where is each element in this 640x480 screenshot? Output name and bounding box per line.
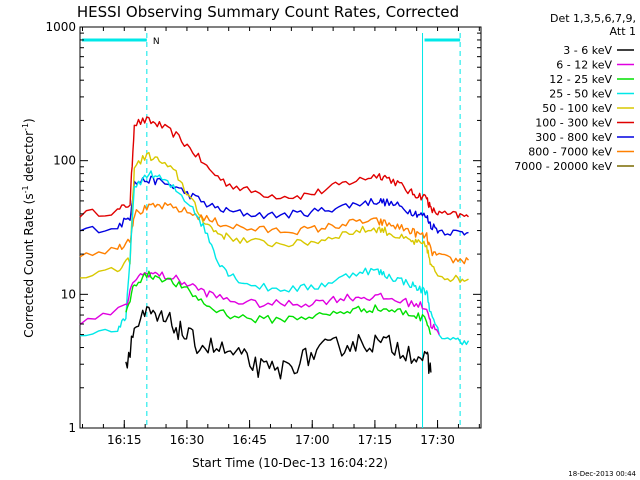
y-axis-label-mid: detector [22, 131, 36, 186]
night-markers: N [82, 33, 461, 428]
series-line-2 [79, 151, 469, 284]
x-axis-label: Start Time (10-Dec-13 16:04:22) [192, 456, 388, 470]
y-tick-label-3: 1000 [45, 20, 76, 34]
legend-label-3: 25 - 50 keV [549, 88, 612, 101]
y-tick-label-0: 1 [68, 421, 76, 435]
series-line-4 [79, 170, 470, 346]
chart-title: HESSI Observing Summary Count Rates, Cor… [77, 3, 459, 21]
y-axis-label-sup1: -1 [21, 185, 30, 193]
legend-label-4: 50 - 100 keV [542, 102, 612, 115]
series-line-6 [125, 270, 432, 336]
plot-area: N 16:15 16:30 16:45 17:00 17:15 17:30 1101001… [45, 20, 482, 447]
series-lines [79, 116, 470, 380]
legend-label-0: 3 - 6 keV [563, 44, 612, 57]
series-line-7 [125, 306, 432, 380]
x-axis-ticks: 16:15 16:30 16:45 17:00 17:15 17:30 [82, 27, 480, 447]
series-line-0 [79, 116, 469, 219]
legend-label-5: 100 - 300 keV [535, 117, 612, 130]
y-axis-ticks: 1 10 100 1000 [45, 20, 481, 435]
series-line-5 [79, 271, 440, 335]
legend-label-1: 6 - 12 keV [556, 59, 612, 72]
legend-label-8: 7000 - 20000 keV [514, 160, 612, 173]
legend-header-1: Det 1,3,5,6,7,9, [550, 12, 636, 25]
footer-timestamp: 18-Dec-2013 00:44 [568, 470, 636, 478]
plot-frame [79, 26, 482, 429]
night-label: N [153, 37, 160, 47]
x-tick-label-1: 16:30 [170, 433, 205, 447]
y-axis-label-main: Corrected Count Rate (s [22, 193, 36, 337]
y-axis-label-sup2: -1 [21, 123, 30, 131]
x-tick-label-4: 17:15 [358, 433, 393, 447]
series-line-1 [79, 175, 469, 236]
legend-label-2: 12 - 25 keV [549, 73, 612, 86]
legend-label-6: 300 - 800 keV [535, 131, 612, 144]
x-tick-label-3: 17:00 [295, 433, 330, 447]
y-tick-label-1: 10 [61, 287, 76, 301]
y-tick-label-2: 100 [53, 154, 76, 168]
legend: Det 1,3,5,6,7,9, Att 1 3 - 6 keV 6 - 12 k… [514, 12, 636, 173]
y-axis-label: Corrected Count Rate (s-1 detector-1) [21, 118, 36, 337]
x-tick-label-5: 17:30 [420, 433, 455, 447]
y-axis-label-end: ) [22, 118, 36, 123]
x-tick-label-2: 16:45 [232, 433, 267, 447]
series-line-3 [79, 202, 470, 265]
x-tick-label-0: 16:15 [107, 433, 142, 447]
legend-label-7: 800 - 7000 keV [528, 146, 612, 159]
legend-header-2: Att 1 [610, 25, 636, 38]
